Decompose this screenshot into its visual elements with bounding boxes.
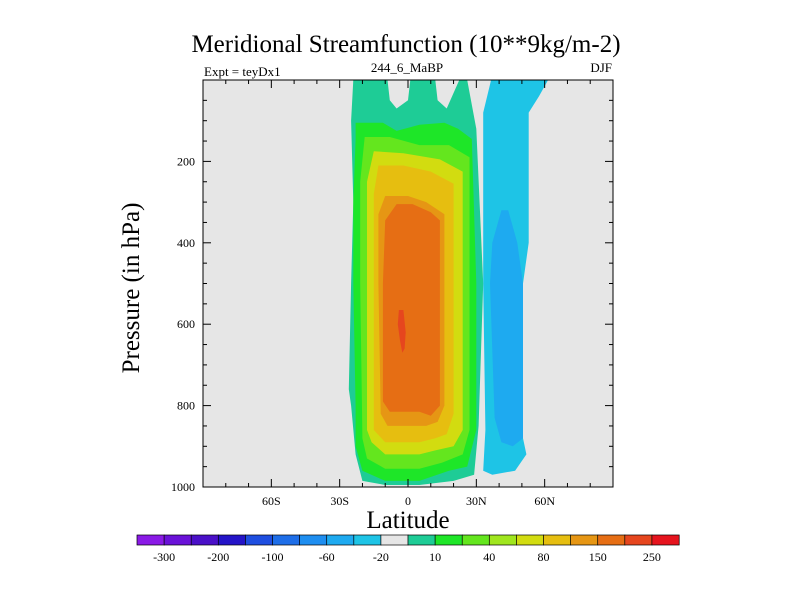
colorbar-swatch — [190, 534, 219, 546]
x-tick-label: 60N — [534, 494, 555, 508]
contour-ferrel-north-strong — [490, 210, 523, 447]
x-tick-label: 30N — [466, 494, 487, 508]
colorbar-label: 40 — [483, 550, 495, 564]
colorbar-label: -100 — [262, 550, 284, 564]
x-tick-label: 60S — [262, 494, 281, 508]
x-axis-ticks: 60S 30S 0 30N 60N — [202, 80, 614, 508]
colorbar-label: -300 — [153, 550, 175, 564]
chart-title: Meridional Streamfunction (10**9kg/m-2) — [191, 31, 620, 58]
colorbar-swatch — [217, 534, 246, 546]
y-tick-label: 400 — [177, 236, 195, 250]
colorbar-swatch — [570, 534, 599, 546]
colorbar-label: 250 — [643, 550, 661, 564]
colorbar-swatch — [407, 534, 436, 546]
y-tick-label: 200 — [177, 154, 195, 168]
colorbar-swatch — [326, 534, 355, 546]
colorbar: -300 -200 -100 -60 -20 10 40 80 150 250 — [136, 534, 680, 564]
colorbar-swatch — [136, 534, 165, 546]
colorbar-swatch — [434, 534, 463, 546]
y-axis-label: Pressure (in hPa) — [118, 203, 145, 374]
colorbar-swatch — [597, 534, 626, 546]
colorbar-label: -60 — [319, 550, 335, 564]
colorbar-swatch — [272, 534, 301, 546]
colorbar-label: 80 — [538, 550, 550, 564]
colorbar-swatch — [543, 534, 572, 546]
y-tick-label: 600 — [177, 317, 195, 331]
y-axis-ticks: 200 400 600 800 1000 — [171, 79, 613, 494]
colorbar-swatch — [651, 534, 680, 546]
colorbar-label: -200 — [207, 550, 229, 564]
time-label: 244_6_MaBP — [371, 60, 443, 75]
colorbar-swatch — [299, 534, 328, 546]
season-label: DJF — [590, 60, 612, 75]
colorbar-label: -20 — [373, 550, 389, 564]
colorbar-swatch — [624, 534, 653, 546]
contour-hadley-250 — [382, 204, 440, 416]
colorbar-swatch — [461, 534, 490, 546]
contour-fields — [348, 80, 549, 485]
colorbar-label: 10 — [429, 550, 441, 564]
colorbar-label: 150 — [589, 550, 607, 564]
colorbar-swatch — [488, 534, 517, 546]
colorbar-swatch — [245, 534, 274, 546]
contour-hadley-max — [397, 310, 406, 353]
colorbar-swatch — [516, 534, 545, 546]
colorbar-swatch — [163, 534, 192, 546]
experiment-label: Expt = teyDx1 — [204, 64, 281, 79]
y-tick-label: 1000 — [171, 480, 195, 494]
x-tick-label: 0 — [405, 494, 411, 508]
x-tick-label: 30S — [330, 494, 349, 508]
colorbar-swatch — [353, 534, 382, 546]
x-axis-label: Latitude — [366, 507, 449, 534]
y-tick-label: 800 — [177, 399, 195, 413]
colorbar-swatch — [380, 534, 409, 546]
